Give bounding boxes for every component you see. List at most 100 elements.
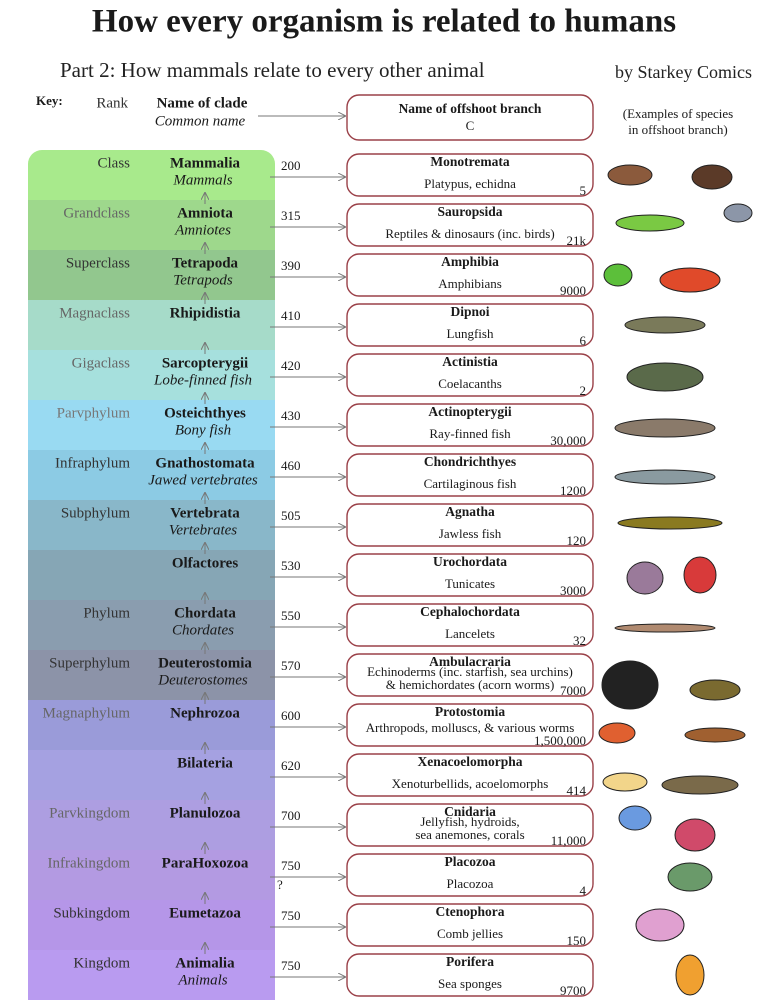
branch-name: Xenacoelomorpha (418, 754, 523, 769)
clade-band-row (28, 500, 275, 550)
species-count: 150 (567, 933, 587, 948)
clade-band-row (28, 150, 275, 200)
species-illustration (667, 862, 713, 892)
note: ? (277, 877, 283, 892)
common-name: Tetrapods (173, 272, 233, 288)
branch-description: Lancelets (445, 626, 495, 641)
species-illustration (617, 516, 723, 530)
species-illustration (601, 660, 659, 710)
divergence-time: 700 (281, 808, 301, 823)
branch-name: Ctenophora (435, 904, 504, 919)
branch-name: Protostomia (435, 704, 505, 719)
species-illustration (659, 267, 721, 293)
key-clade: Name of clade (157, 95, 248, 111)
rank: Parvkingdom (49, 805, 130, 821)
clade-band-row (28, 300, 275, 350)
divergence-time: 530 (281, 558, 301, 573)
clade-band-row (28, 550, 275, 600)
clade-name: Deuterostomia (158, 655, 252, 671)
clade-name: Sarcopterygii (162, 355, 248, 371)
species-count: 7000 (560, 683, 586, 698)
species-count: 1,500,000 (534, 733, 586, 748)
common-name: Lobe-finned fish (153, 372, 252, 388)
divergence-time: 620 (281, 758, 301, 773)
branch-description: Placozoa (447, 876, 494, 891)
branch-box (346, 853, 594, 897)
clade-band-row (28, 200, 275, 250)
common-name: Deuterostomes (157, 672, 248, 688)
branch-box (346, 303, 594, 347)
key-examples: (Examples of species (623, 106, 733, 121)
branch-box (346, 453, 594, 497)
clade-band-row (28, 250, 275, 300)
clade-name: Amniota (177, 205, 233, 221)
branch-box (346, 603, 594, 647)
clade-band-row (28, 650, 275, 700)
branch-box (346, 753, 594, 797)
key-examples: in offshoot branch) (628, 122, 727, 137)
branch-box (346, 803, 594, 847)
branch-description: & hemichordates (acorn worms) (386, 677, 555, 692)
species-illustration (614, 418, 716, 438)
branch-name: Cephalochordata (420, 604, 520, 619)
divergence-time: 390 (281, 258, 301, 273)
clade-name: Bilateria (177, 755, 233, 771)
divergence-time: 200 (281, 158, 301, 173)
species-illustration (689, 679, 741, 701)
clade-name: Animalia (175, 955, 235, 971)
species-illustration (614, 623, 716, 633)
species-illustration (626, 362, 704, 392)
species-count: 414 (567, 783, 587, 798)
branch-name: Urochordata (433, 554, 507, 569)
clade-band-row (28, 700, 275, 750)
species-count: 11,000 (551, 833, 586, 848)
divergence-time: 600 (281, 708, 301, 723)
clade-name: Nephrozoa (170, 705, 240, 721)
branch-name: Amphibia (441, 254, 499, 269)
branch-description: Sea sponges (438, 976, 502, 991)
divergence-time: 550 (281, 608, 301, 623)
clade-band-row (28, 800, 275, 850)
branch-description: sea anemones, corals (415, 827, 524, 842)
clade-name: Osteichthyes (164, 405, 246, 421)
key-rank: Rank (96, 95, 128, 111)
branch-description: Platypus, echidna (424, 176, 516, 191)
clade-name: Eumetazoa (169, 905, 241, 921)
rank: Infrakingdom (48, 855, 131, 871)
divergence-time: 570 (281, 658, 301, 673)
rank: Class (97, 155, 130, 171)
clade-band-row (28, 450, 275, 500)
species-illustration (624, 316, 706, 334)
rank: Infraphylum (55, 455, 130, 471)
rank: Phylum (83, 605, 130, 621)
clade-band-row (28, 600, 275, 650)
divergence-time: 315 (281, 208, 301, 223)
branch-box (346, 353, 594, 397)
species-count: 120 (567, 533, 587, 548)
branch-description: Lungfish (447, 326, 494, 341)
common-name: Bony fish (175, 422, 231, 438)
branch-box (346, 153, 594, 197)
branch-description: Reptiles & dinosaurs (inc. birds) (385, 226, 554, 241)
species-illustration (615, 214, 685, 232)
clade-band-row (28, 850, 275, 900)
branch-name: Sauropsida (437, 204, 502, 219)
branch-box (346, 253, 594, 297)
branch-box (346, 503, 594, 547)
divergence-time: 750 (281, 958, 301, 973)
clade-band (28, 150, 275, 1000)
branch-box (346, 653, 594, 697)
common-name: Mammals (172, 172, 232, 188)
credit: by Starkey Comics (615, 62, 752, 82)
branch-name: Porifera (446, 954, 494, 969)
branch-description: Amphibians (438, 276, 502, 291)
species-illustration (603, 263, 633, 287)
species-illustration (602, 772, 648, 792)
branch-description: Jellyfish, hydroids, (420, 814, 519, 829)
branch-name: Dipnoi (450, 304, 489, 319)
species-illustration (635, 908, 685, 942)
key-label: Key: (36, 93, 63, 108)
species-count: 6 (580, 333, 587, 348)
